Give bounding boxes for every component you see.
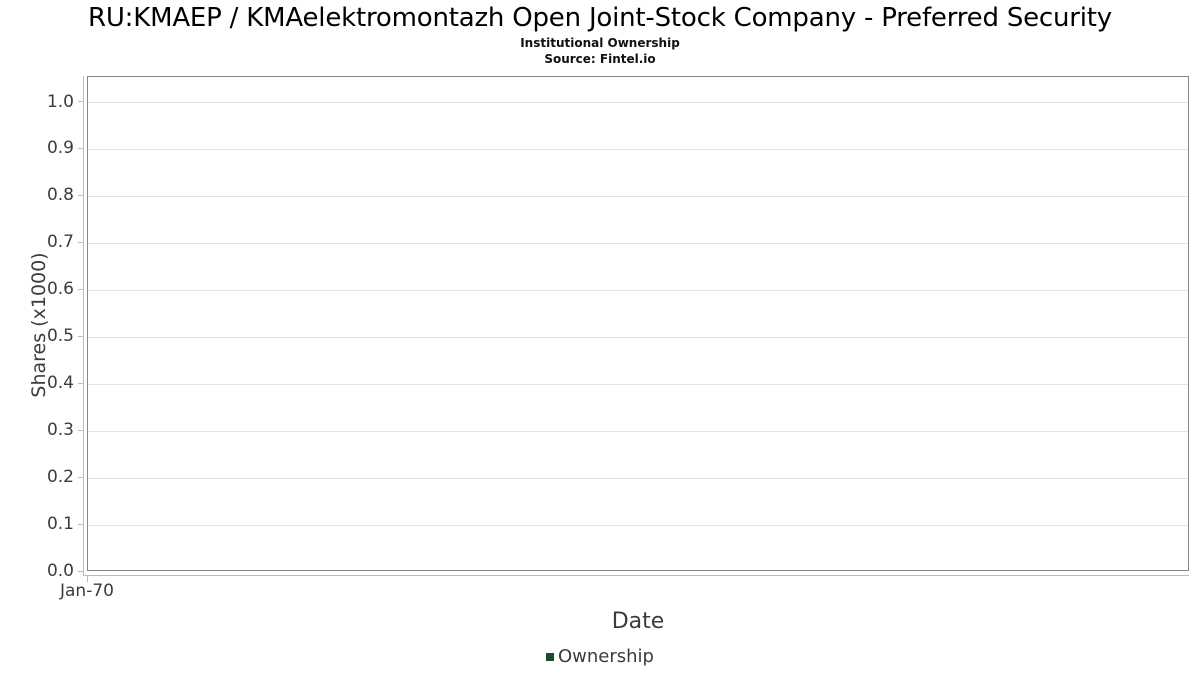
y-axis-tick [78, 570, 83, 572]
y-axis-tick-label: 0.0 [46, 561, 74, 581]
y-axis-tick-label: 0.9 [46, 138, 74, 159]
y-axis-tick [78, 382, 83, 384]
y-axis-tick-label: 0.1 [46, 514, 74, 535]
gridline [88, 336, 1188, 338]
y-axis-tick [78, 288, 83, 290]
gridline [88, 430, 1188, 432]
y-axis-tick-label: 0.2 [46, 467, 74, 488]
chart-source: Source: Fintel.io [544, 52, 656, 66]
y-axis-line [83, 76, 84, 576]
legend-swatch-icon [546, 653, 554, 661]
x-axis-tick-label: Jan-70 [60, 581, 114, 601]
y-axis-tick-label: 0.8 [46, 185, 74, 206]
y-axis-ticks [78, 76, 83, 572]
chart-subtitle: Institutional Ownership [520, 36, 680, 50]
y-axis-tick [78, 523, 83, 525]
gridline [88, 242, 1188, 244]
y-axis-tick [78, 147, 83, 149]
y-axis-tick-label: 0.4 [46, 373, 74, 394]
chart-legend: Ownership [0, 646, 1200, 668]
x-axis-tick [87, 576, 88, 582]
gridline [88, 383, 1188, 385]
y-axis-tick [78, 241, 83, 243]
y-axis-tick [78, 476, 83, 478]
gridline [88, 477, 1188, 479]
y-axis-tick-label: 1.0 [46, 91, 74, 112]
y-axis-tick [78, 101, 83, 102]
y-axis-tick [78, 335, 83, 337]
gridline [88, 102, 1188, 103]
y-axis-tick [78, 194, 83, 196]
y-axis-title: Shares (x1000) [28, 252, 50, 398]
gridline [88, 289, 1188, 291]
chart-title: RU:KMAEP / KMAelektromontazh Open Joint-… [87, 3, 1112, 33]
gridline [88, 148, 1188, 150]
y-axis-tick-label: 0.5 [46, 326, 74, 347]
y-axis-tick-label: 0.3 [46, 420, 74, 441]
legend-label: Ownership [558, 646, 654, 667]
y-axis-tick-label: 0.6 [46, 279, 74, 300]
gridline [88, 524, 1188, 526]
x-axis-line [83, 575, 1189, 576]
y-axis-tick-labels: 0.0 0.1 0.2 0.3 0.4 0.5 0.6 0.7 0.8 0.9 1.0 [0, 76, 74, 582]
x-axis-title: Date [611, 609, 665, 634]
y-axis-tick-label: 0.7 [46, 232, 74, 253]
plot-area [87, 76, 1189, 571]
y-axis-tick [78, 429, 83, 431]
gridline [88, 195, 1188, 197]
